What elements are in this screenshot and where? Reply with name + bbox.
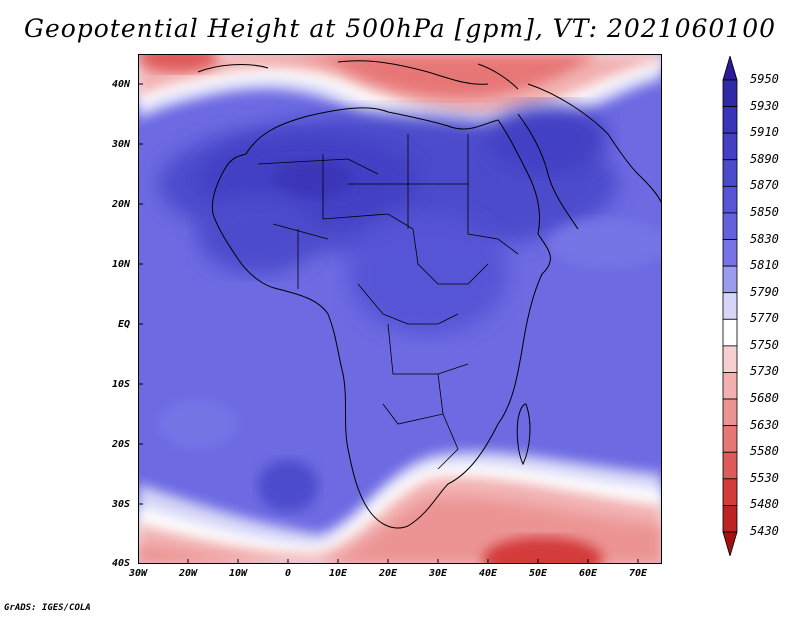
lon-label-30e: 30E	[428, 568, 448, 579]
height-field-map	[138, 54, 662, 564]
colorbar-label: 5810	[750, 258, 779, 273]
lon-label-70e: 70E	[628, 568, 648, 579]
lon-label-20e: 20E	[378, 568, 398, 579]
colorbar-label: 5790	[750, 284, 779, 299]
colorbar-bottom-arrow	[722, 531, 738, 556]
lat-label-20n: 20N	[111, 199, 130, 210]
lon-label-0: 0	[284, 568, 292, 579]
axis-ticks	[138, 83, 639, 564]
colorbar-swatch	[722, 185, 738, 214]
lon-label-40e: 40E	[478, 568, 498, 579]
colorbar-top-arrow	[722, 56, 738, 81]
colorbar-label: 5480	[750, 497, 779, 512]
colorbar-swatch	[722, 132, 738, 161]
colorbar-label: 5750	[750, 337, 779, 352]
colorbar-swatch	[722, 318, 738, 347]
colorbar-label: 5770	[750, 311, 779, 326]
colorbar-swatch	[722, 212, 738, 240]
contour-fill	[138, 54, 662, 564]
map-frame	[138, 54, 662, 564]
lon-label-10w: 10W	[228, 568, 248, 579]
colorbar-label: 5630	[750, 417, 779, 432]
country-borders	[257, 134, 519, 470]
colorbar-swatch	[722, 478, 738, 506]
colorbar-label: 5950	[750, 72, 779, 86]
colorbar	[722, 56, 738, 556]
colorbar-swatch	[722, 292, 738, 320]
map-panel	[138, 54, 662, 564]
colorbar-label: 5580	[750, 444, 779, 459]
colorbar-swatch	[722, 505, 738, 533]
colorbar-swatch	[722, 239, 738, 267]
lon-label-50e: 50E	[528, 568, 548, 579]
colorbar-swatch	[722, 106, 738, 134]
lat-label-10n: 10N	[111, 259, 130, 270]
lat-label-20s: 20S	[111, 439, 130, 450]
colorbar-swatch	[722, 372, 738, 400]
colorbar-label: 5530	[750, 470, 779, 485]
colorbar-swatch	[722, 345, 738, 373]
lon-label-60e: 60E	[578, 568, 598, 579]
colorbar-swatch	[722, 159, 738, 187]
colorbar-label: 5890	[750, 151, 779, 166]
lat-label-10s: 10S	[111, 379, 130, 390]
colorbar-swatch	[722, 451, 738, 480]
lat-label-40s: 40S	[111, 558, 130, 569]
lon-label-10e: 10E	[328, 568, 348, 579]
colorbar-swatch	[722, 79, 738, 107]
colorbar-label: 5910	[750, 125, 779, 140]
colorbar-swatch	[722, 265, 738, 294]
colorbar-label: 5430	[750, 524, 779, 538]
lat-label-30s: 30S	[111, 499, 130, 510]
lat-label-eq: EQ	[117, 319, 130, 330]
colorbar-label: 5870	[750, 178, 779, 193]
lat-label-40n: 40N	[111, 79, 130, 90]
colorbar-swatch	[722, 398, 738, 427]
colorbar-label: 5930	[750, 98, 779, 113]
colorbar-label: 5830	[750, 231, 779, 246]
colorbar-swatch	[722, 425, 738, 453]
lon-label-20w: 20W	[178, 568, 198, 579]
lon-label-30w: 30W	[128, 568, 148, 579]
credit-text: GrADS: IGES/COLA	[4, 603, 91, 613]
colorbar-label: 5730	[750, 364, 779, 379]
colorbar-label: 5680	[750, 391, 779, 406]
lat-label-30n: 30N	[111, 139, 130, 150]
coastline	[197, 60, 662, 529]
map-title: Geopotential Height at 500hPa [gpm], VT:…	[23, 14, 777, 43]
colorbar-label: 5850	[750, 204, 779, 219]
